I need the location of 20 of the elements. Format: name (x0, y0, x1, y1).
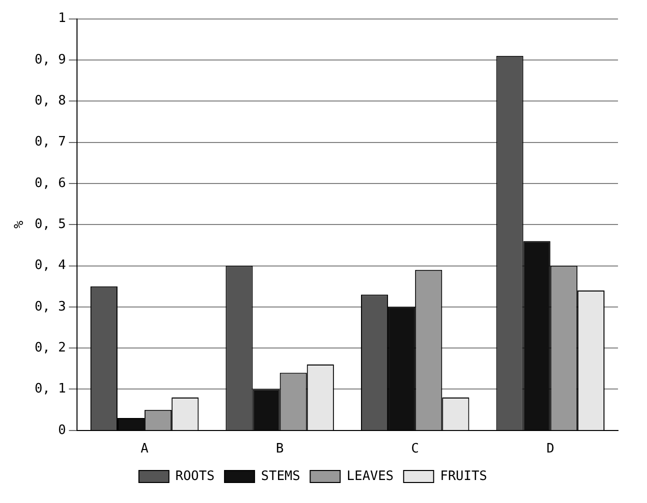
y-axis-title: % (12, 220, 28, 229)
y-tick-label: 0, 1 (34, 382, 66, 397)
legend-label: STEMS (261, 468, 300, 484)
y-tick-label: 0, 9 (34, 52, 66, 68)
y-tick-label: 0, 7 (34, 134, 66, 150)
y-tick-label: 0, 5 (34, 216, 66, 232)
y-tick-label: 0, 8 (34, 93, 66, 108)
y-tick-label: 1 (58, 11, 66, 26)
x-tick-label: B (276, 442, 284, 457)
y-tick-label: 0, 2 (34, 340, 66, 356)
x-tick-label: C (411, 442, 420, 457)
y-tick-label: 0 (58, 422, 66, 438)
y-tick-label: 0, 6 (34, 176, 66, 191)
y-tick-label: 0, 3 (34, 299, 66, 314)
x-tick-label: D (546, 442, 554, 457)
legend-label: ROOTS (175, 468, 215, 484)
legend-label: LEAVES (346, 468, 394, 484)
legend-label: FRUITS (440, 468, 488, 484)
y-tick-label: 0, 4 (34, 258, 66, 274)
x-tick-label: A (140, 442, 149, 457)
